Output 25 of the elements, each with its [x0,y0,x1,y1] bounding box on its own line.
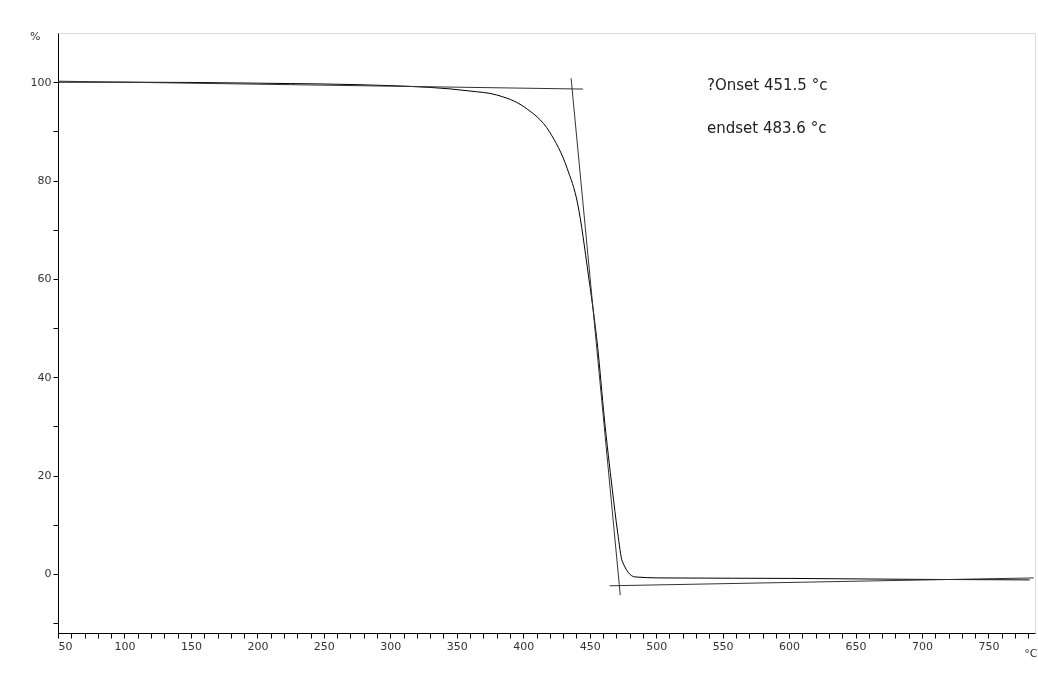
x-tick-label: 700 [912,639,934,653]
y-tick-label: 0 [44,567,52,581]
x-tick-label: 200 [247,639,269,653]
x-tick-label: 400 [513,639,535,653]
x-tick-label: 100 [114,639,136,653]
x-tick-label: 450 [579,639,601,653]
x-tick-label: 50 [58,639,73,653]
annotation: ?Onset 451.5 °c [707,76,828,94]
x-tick-label: 550 [712,639,734,653]
y-axis-title: % [30,29,41,43]
x-tick-label: 350 [446,639,468,653]
y-tick-label: 100 [30,75,52,89]
x-tick-label: 750 [978,639,1000,653]
x-tick-label: 250 [313,639,335,653]
x-tick-label: 300 [380,639,402,653]
x-tick-label: 600 [779,639,801,653]
y-tick-label: 60 [37,272,52,286]
y-tick-label: 40 [37,370,52,384]
y-tick-label: 20 [37,469,52,483]
x-tick-label: 150 [180,639,202,653]
x-tick-label: 650 [845,639,867,653]
y-tick-label: 80 [37,174,52,188]
x-tick-label: 500 [646,639,668,653]
x-axis-title: °C [1024,646,1038,660]
annotation: endset 483.6 °c [707,119,827,137]
